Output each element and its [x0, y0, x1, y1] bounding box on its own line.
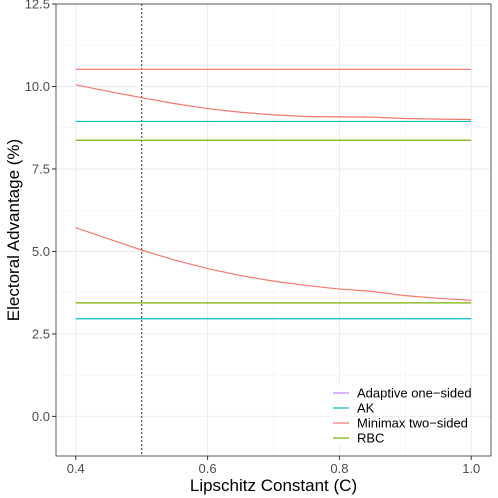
y-tick-label: 12.5 [25, 0, 50, 12]
x-tick-label: 0.8 [330, 461, 348, 476]
y-axis-title: Electoral Advantage (%) [4, 139, 23, 321]
y-tick-label: 7.5 [32, 161, 50, 176]
series-lines [75, 68, 472, 320]
legend-label: RBC [357, 431, 384, 446]
legend-label: AK [357, 401, 375, 416]
grid-lines [56, 3, 491, 456]
x-tick-label: 0.4 [67, 461, 85, 476]
y-tick-label: 10.0 [25, 79, 50, 94]
x-tick-label: 0.6 [199, 461, 217, 476]
legend-label: Minimax two−sided [357, 416, 468, 431]
plot-panel-border [55, 3, 492, 457]
legend-label: Adaptive one−sided [357, 386, 472, 401]
x-tick-label: 1.0 [462, 461, 480, 476]
y-tick-label: 5.0 [32, 244, 50, 259]
y-tick-label: 0.0 [32, 409, 50, 424]
y-tick-label: 2.5 [32, 326, 50, 341]
axis-ticks: 0.4 0.6 0.8 1.0 0.0 2.5 5.0 7.5 10.0 12.5 [25, 0, 481, 476]
x-axis-title: Lipschitz Constant (C) [190, 476, 357, 495]
series-line [75, 84, 472, 121]
series-line [75, 227, 472, 301]
